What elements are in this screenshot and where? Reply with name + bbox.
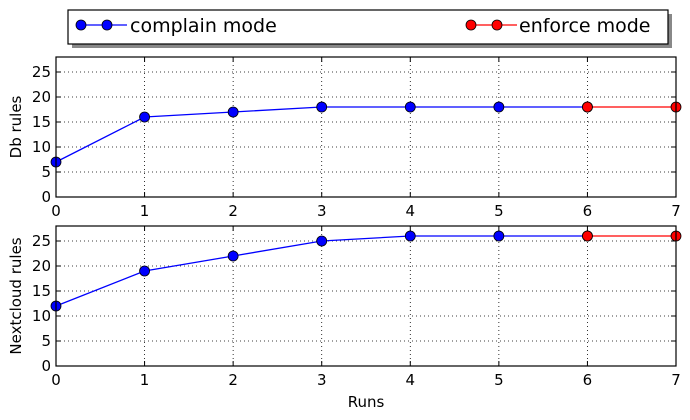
legend-frame <box>67 9 669 45</box>
x-tick-label: 6 <box>583 202 593 220</box>
plot-frame <box>55 225 677 367</box>
y-axis-label: Nextcloud rules <box>7 237 25 354</box>
x-tick-label: 2 <box>228 371 238 389</box>
data-point-complain <box>493 101 505 113</box>
x-tick-label: 3 <box>317 202 327 220</box>
data-point-complain <box>316 235 328 247</box>
y-tick-label: 10 <box>32 307 51 325</box>
x-tick-label: 7 <box>671 371 681 389</box>
data-point-complain <box>316 101 328 113</box>
legend-marker-enforce <box>491 19 503 31</box>
x-tick-label: 2 <box>228 202 238 220</box>
y-tick-label: 5 <box>41 332 51 350</box>
y-tick-label: 15 <box>32 282 51 300</box>
y-tick-label: 25 <box>32 232 51 250</box>
y-tick-label: 15 <box>32 113 51 131</box>
y-axis-label: Db rules <box>7 95 25 158</box>
y-tick-label: 20 <box>32 257 51 275</box>
x-tick-label: 5 <box>494 371 504 389</box>
data-point-complain <box>139 265 150 277</box>
x-tick-label: 6 <box>583 371 593 389</box>
y-tick-label: 10 <box>32 138 51 156</box>
data-point-complain <box>404 230 416 242</box>
legend-marker-complain <box>75 19 87 31</box>
data-point-complain <box>227 250 239 262</box>
plots: 0 1 2 3 4 5 6 7 0 5 10 15 20 25 Db rules 0 1 2 3 4 5 6 7 0 5 10 15… <box>7 56 682 411</box>
y-tick-label: 20 <box>32 88 51 106</box>
data-point-enforce <box>582 230 593 242</box>
legend-marker-complain <box>101 19 113 31</box>
legend: complain mode enforce mode <box>67 9 672 48</box>
y-tick-label: 5 <box>41 163 51 181</box>
legend-marker-enforce <box>465 19 477 31</box>
x-tick-label: 0 <box>51 371 61 389</box>
x-tick-label: 0 <box>51 202 61 220</box>
x-tick-label: 5 <box>494 202 504 220</box>
legend-label-enforce: enforce mode <box>519 15 651 37</box>
x-tick-label: 4 <box>406 202 416 220</box>
data-point-enforce <box>582 101 593 113</box>
x-tick-label: 1 <box>140 202 150 220</box>
x-tick-label: 3 <box>317 371 327 389</box>
x-tick-label: 1 <box>140 371 150 389</box>
data-point-complain <box>404 101 416 113</box>
data-point-complain <box>139 111 150 123</box>
plot-1: 0 1 2 3 4 5 6 7 0 5 10 15 20 25 Db rules <box>7 56 682 220</box>
x-tick-label: 4 <box>406 371 416 389</box>
y-tick-label: 0 <box>41 188 51 206</box>
plot-frame <box>55 56 677 198</box>
plot-2: 0 1 2 3 4 5 6 7 0 5 10 15 20 25 Nextcloud rules Runs <box>7 225 682 411</box>
y-tick-label: 25 <box>32 63 51 81</box>
legend-label-complain: complain mode <box>130 15 277 37</box>
data-point-complain <box>493 230 505 242</box>
x-axis-label: Runs <box>348 393 385 411</box>
y-tick-label: 0 <box>41 357 51 375</box>
data-point-complain <box>227 106 239 118</box>
x-tick-label: 7 <box>671 202 681 220</box>
